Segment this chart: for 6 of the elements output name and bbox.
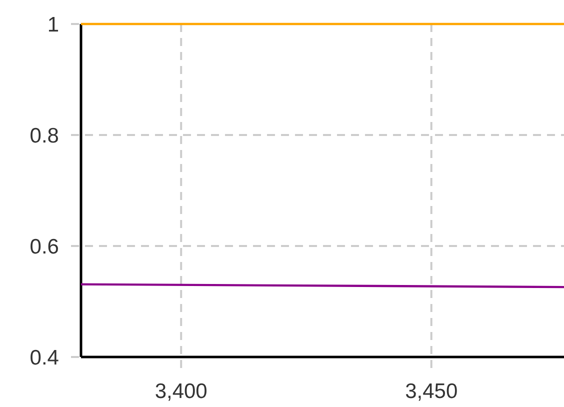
y-tick-label: 1: [47, 13, 59, 36]
y-tick-label: 0.6: [30, 235, 59, 258]
x-tick-label: 3,450: [405, 380, 458, 403]
y-tick-label: 0.4: [30, 346, 60, 370]
y-tick-label: 0.8: [30, 124, 59, 148]
x-tick-label: 3,400: [154, 380, 208, 403]
